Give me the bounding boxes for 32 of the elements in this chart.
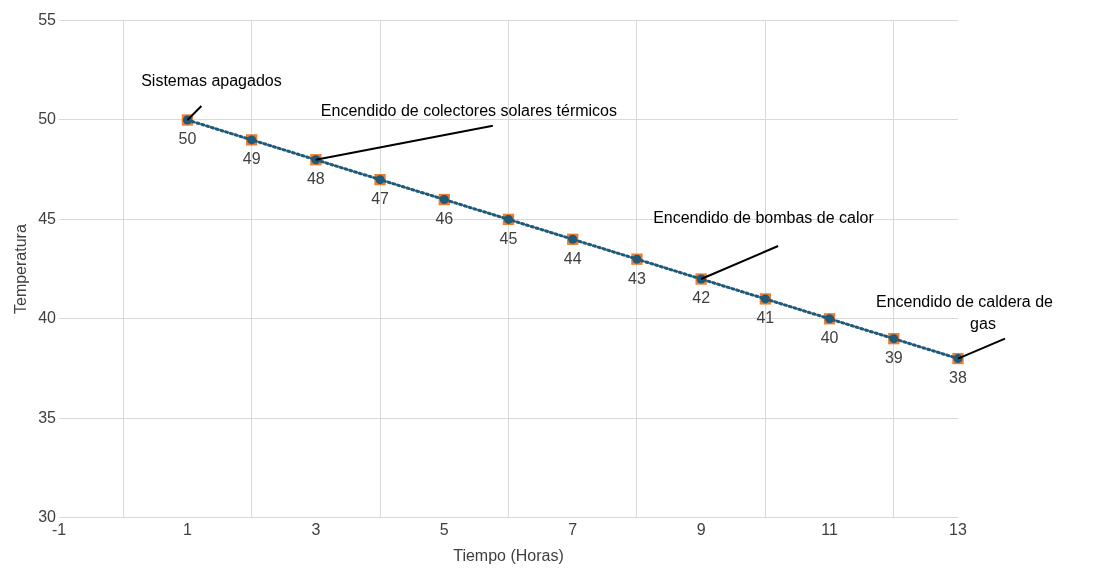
x-tick-label: 1 [182,520,192,538]
y-tick-label: 45 [38,209,57,227]
data-label: 49 [242,150,261,168]
data-label: 47 [371,190,390,208]
data-label: 48 [306,170,325,188]
x-tick-label: 9 [696,520,706,538]
y-tick-label: 50 [38,110,57,128]
annotation: Sistemas apagados [141,72,282,90]
annotation: Encendido de bombas de calor [653,209,875,227]
x-tick-label: 5 [439,520,449,538]
data-label: 46 [435,209,454,227]
x-tick-label: 3 [311,520,321,538]
y-tick-label: 40 [38,309,57,327]
annotation: Encendido de colectores solares térmicos [320,102,618,120]
data-label: 41 [756,309,775,327]
data-label: 40 [820,329,839,347]
y-tick-label: 35 [38,408,57,426]
data-label: 42 [692,289,711,307]
x-tick-label: 11 [821,520,838,538]
data-label: 43 [628,269,646,287]
data-label: 38 [949,368,967,386]
y-axis-title: Temperatura [12,224,30,315]
data-label: 50 [178,130,197,148]
x-tick-label: 7 [568,520,578,538]
y-tick-label: 30 [38,508,57,526]
annotation: Encendido de caldera de gas [875,292,1054,332]
x-axis-title: Tiempo (Horas) [453,546,564,564]
x-tick-label: 13 [949,520,967,538]
y-tick-label: 55 [38,11,57,29]
data-label: 39 [884,349,903,367]
data-label: 45 [499,229,518,247]
data-label: 44 [563,249,582,267]
